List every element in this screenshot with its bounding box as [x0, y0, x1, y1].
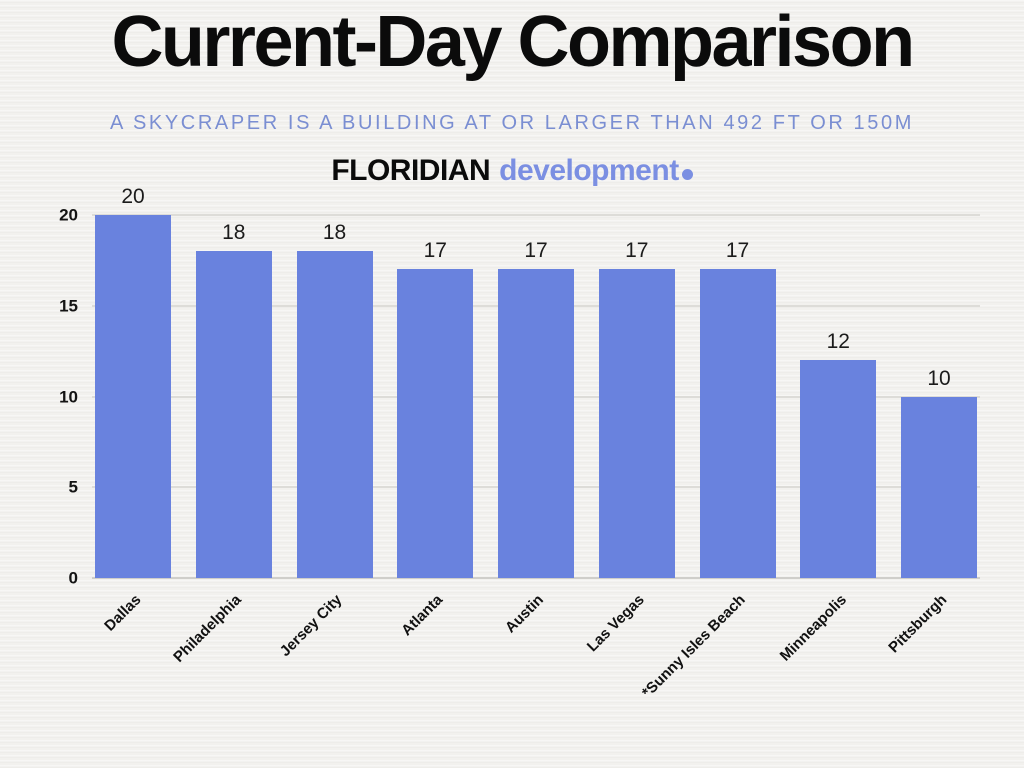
bar [598, 269, 675, 578]
bar [195, 251, 272, 578]
bar-group: 17 *Sunny Isles Beach [639, 215, 776, 701]
x-axis-label: Atlanta [398, 591, 447, 640]
y-tick-label-0: 0 [68, 568, 78, 588]
x-axis-label: Pittsburgh [885, 591, 951, 657]
gridline-20 [92, 214, 980, 216]
bar [397, 269, 474, 578]
bar-value-label: 17 [625, 239, 649, 263]
bar-value-label: 17 [725, 239, 750, 263]
y-axis: 0 5 10 15 20 [0, 207, 84, 587]
bar-group: 18 Jersey City [277, 215, 373, 660]
bar-group: 17 Las Vegas [584, 215, 675, 655]
bar [800, 360, 877, 578]
bar-group: 12 Minneapolis [776, 215, 877, 665]
bar [901, 396, 977, 578]
x-axis-label: Austin [502, 591, 548, 637]
bar-value-label: 17 [524, 239, 548, 263]
y-tick-label-20: 20 [59, 205, 78, 225]
bar-value-label: 18 [222, 221, 246, 245]
bars-row: 20 Dallas 18 Philadelphia 18 Jersey City 17 Atl… [92, 186, 980, 701]
x-axis-label: *Sunny Isles Beach [638, 591, 749, 702]
bar [95, 215, 171, 578]
y-tick-label-5: 5 [68, 477, 78, 497]
bar-group: 17 Atlanta [397, 215, 474, 639]
x-axis-label: Jersey City [277, 591, 346, 660]
bar-value-label: 12 [826, 330, 850, 354]
page-title: Current-Day Comparison [111, 2, 915, 82]
y-tick-label-15: 15 [59, 296, 78, 316]
y-tick-label-10: 10 [59, 387, 78, 406]
gridline-0 [92, 577, 980, 579]
bar-value-label: 20 [121, 185, 145, 208]
x-axis-label: Las Vegas [584, 591, 649, 656]
bar-value-label: 10 [927, 366, 951, 390]
bar-value-label: 17 [423, 239, 447, 263]
bar [498, 269, 574, 578]
plot-area: 20 Dallas 18 Philadelphia 18 Jersey City 17 Atl… [92, 186, 980, 701]
brand-name-primary: FLORIDIAN [331, 154, 491, 187]
bar-group: 17 Austin [498, 215, 574, 636]
bar [699, 269, 776, 578]
brand-dot-icon [681, 169, 693, 180]
x-axis-label: Dallas [101, 591, 145, 635]
bar-group: 10 Pittsburgh [885, 215, 977, 656]
bar-value-label: 18 [322, 221, 347, 245]
page-subtitle: A SKYCRAPER IS A BUILDING AT OR LARGER T… [110, 112, 914, 134]
bar-group: 20 Dallas [95, 186, 171, 635]
x-axis-label: Minneapolis [776, 591, 850, 665]
brand-logo: FLORIDIAN development [0, 152, 1024, 190]
brand-name-secondary: development [499, 154, 679, 187]
bar [296, 251, 373, 578]
bar-group: 18 Philadelphia [171, 215, 272, 666]
x-axis-label: Philadelphia [170, 591, 246, 666]
